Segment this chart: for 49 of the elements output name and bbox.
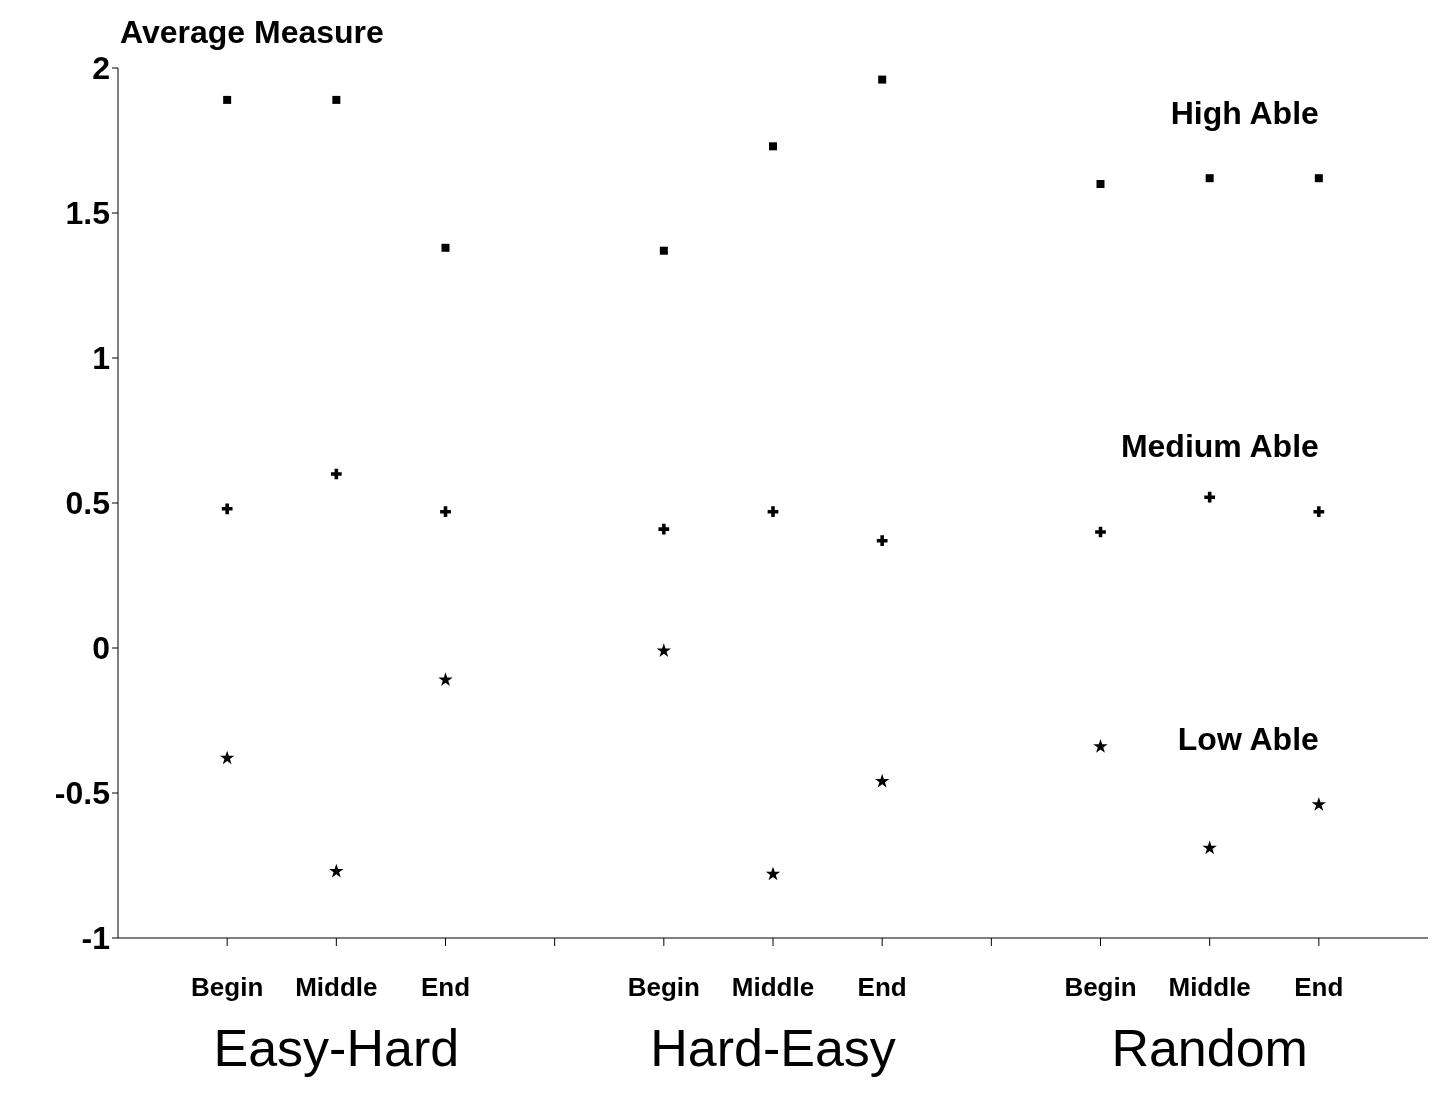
y-tick-label: 1.5 — [65, 195, 110, 232]
x-tick-label: End — [1294, 972, 1344, 1003]
point — [1313, 506, 1325, 518]
point — [330, 468, 342, 480]
point — [1204, 491, 1216, 503]
series-label: Medium Able — [1120, 428, 1319, 465]
point — [765, 866, 781, 881]
point — [438, 672, 453, 687]
point — [219, 750, 235, 765]
series-label: Low Able — [1177, 721, 1319, 758]
x-tick-label: Middle — [731, 972, 815, 1003]
point — [874, 773, 890, 788]
y-tick-label: 1 — [92, 340, 110, 377]
text: Easy-Hard — [212, 1018, 461, 1078]
x-tick-label: End — [420, 972, 471, 1003]
x-tick-label: Begin — [627, 972, 700, 1003]
point — [329, 863, 344, 878]
series-label: High Able — [1170, 94, 1319, 131]
point — [223, 95, 232, 104]
x-tick-label: Middle — [1168, 972, 1251, 1003]
point — [1095, 526, 1106, 538]
point — [659, 246, 668, 255]
text: Hard-Easy — [649, 1018, 897, 1078]
y-tick-label: -0.5 — [54, 775, 110, 812]
point — [767, 506, 779, 518]
x-tick-label: Middle — [295, 972, 378, 1003]
point — [1314, 174, 1323, 183]
point — [1093, 739, 1108, 753]
point — [876, 535, 888, 547]
point — [221, 503, 233, 515]
x-tick-label: Begin — [1064, 972, 1137, 1003]
point — [332, 95, 341, 104]
y-axis-title: Average Measure — [120, 14, 384, 51]
point — [1205, 174, 1214, 183]
point — [769, 142, 777, 151]
point — [1096, 180, 1105, 188]
point — [1311, 797, 1327, 811]
point — [658, 523, 670, 535]
point — [1202, 840, 1217, 855]
point — [656, 643, 672, 658]
y-tick-label: -1 — [81, 920, 110, 957]
y-tick-label: 2 — [92, 50, 110, 87]
text: Random — [1110, 1018, 1309, 1078]
y-tick-label: 0 — [92, 630, 110, 667]
y-tick-label: 0.5 — [65, 485, 110, 522]
x-tick-label: Begin — [191, 972, 264, 1003]
point — [878, 75, 887, 84]
point — [441, 243, 450, 252]
x-tick-label: End — [857, 972, 907, 1003]
